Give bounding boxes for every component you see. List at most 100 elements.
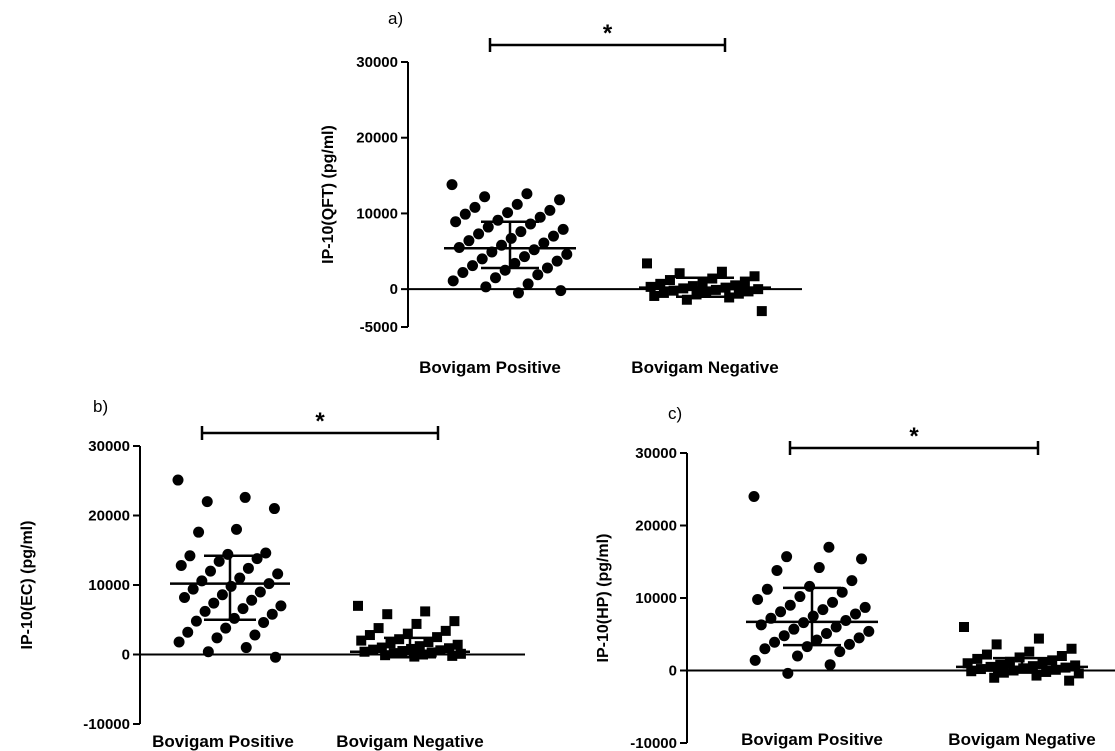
data-point-positive — [821, 628, 832, 640]
data-point-negative — [658, 287, 669, 298]
data-point-positive — [242, 562, 254, 574]
data-point-positive — [231, 523, 242, 535]
data-point-positive — [208, 597, 220, 609]
data-point-positive — [512, 287, 524, 299]
data-point-positive — [463, 235, 475, 247]
y-tick-label: 0 — [390, 281, 398, 298]
data-point-negative — [991, 639, 1002, 650]
data-point-negative — [388, 648, 399, 659]
data-point-negative — [1024, 646, 1035, 657]
data-point-negative — [655, 278, 666, 289]
data-point-positive — [201, 496, 213, 508]
data-point-negative — [959, 622, 969, 632]
y-tick-label: 0 — [669, 663, 677, 680]
data-point-negative — [975, 664, 986, 675]
data-point-negative — [1033, 633, 1044, 644]
data-point-negative — [402, 628, 413, 639]
data-point-negative — [733, 288, 744, 299]
data-point-negative — [642, 258, 652, 269]
data-point-negative — [972, 653, 983, 664]
data-point-negative — [1031, 670, 1042, 681]
data-point-positive — [834, 646, 846, 658]
data-point-positive — [490, 272, 501, 284]
data-point-positive — [220, 622, 232, 634]
data-point-positive — [784, 599, 796, 611]
y-axis-label: IP-10(EC) (pg/ml) — [19, 521, 36, 650]
significance-star: * — [315, 408, 325, 435]
data-point-positive — [522, 278, 534, 290]
data-point-positive — [459, 208, 471, 220]
data-point-negative — [716, 266, 727, 277]
data-point-positive — [205, 565, 216, 577]
data-point-positive — [268, 503, 280, 515]
data-point-positive — [222, 548, 234, 560]
data-point-positive — [447, 275, 459, 287]
data-point-positive — [843, 638, 855, 650]
data-point-positive — [446, 179, 458, 191]
data-point-positive — [846, 575, 858, 587]
data-point-positive — [187, 583, 199, 595]
data-point-negative — [691, 289, 702, 300]
data-point-negative — [1070, 660, 1081, 671]
data-point-positive — [182, 626, 194, 638]
data-point-positive — [228, 612, 240, 624]
data-point-positive — [266, 608, 278, 620]
data-point-negative — [382, 609, 393, 620]
data-point-positive — [830, 621, 842, 633]
data-point-negative — [697, 277, 708, 288]
data-point-positive — [509, 257, 521, 269]
data-point-positive — [240, 642, 252, 654]
data-point-negative — [756, 306, 767, 317]
data-point-positive — [270, 651, 281, 663]
data-point-positive — [202, 646, 214, 658]
data-point-negative — [1047, 655, 1058, 666]
panel-label: a) — [388, 9, 403, 28]
data-point-negative — [753, 284, 764, 295]
panel-label: b) — [93, 397, 108, 416]
data-point-positive — [184, 550, 196, 562]
data-point-negative — [1004, 656, 1015, 667]
significance-star: * — [603, 20, 613, 47]
data-point-positive — [482, 221, 494, 233]
data-point-positive — [211, 632, 223, 644]
data-point-positive — [544, 204, 556, 216]
data-point-positive — [548, 230, 559, 242]
data-point-negative — [444, 643, 454, 654]
data-point-positive — [521, 188, 533, 200]
data-point-positive — [469, 201, 481, 213]
data-point-positive — [275, 600, 287, 612]
data-point-positive — [778, 630, 790, 642]
y-axis-label: IP-10(HP) (pg/ml) — [595, 534, 612, 663]
y-tick-label: 10000 — [88, 577, 130, 594]
y-tick-label: -10000 — [630, 735, 677, 751]
data-point-positive — [272, 568, 284, 580]
data-point-positive — [532, 269, 544, 281]
category-label: Bovigam Positive — [419, 358, 561, 377]
data-point-positive — [175, 560, 187, 572]
data-point-positive — [804, 580, 816, 592]
data-point-positive — [813, 562, 825, 574]
data-point-positive — [216, 589, 228, 601]
data-point-negative — [447, 650, 458, 661]
data-point-negative — [995, 659, 1006, 670]
data-point-positive — [450, 216, 462, 228]
y-tick-label: -10000 — [83, 716, 130, 733]
data-point-positive — [859, 601, 871, 613]
data-point-negative — [1008, 665, 1019, 676]
data-point-positive — [752, 593, 764, 605]
significance-star: * — [909, 423, 919, 450]
data-point-positive — [551, 255, 563, 267]
category-label: Bovigam Negative — [336, 732, 483, 751]
data-point-positive — [781, 551, 793, 563]
data-point-positive — [492, 214, 504, 226]
y-tick-label: 20000 — [356, 130, 398, 147]
data-point-positive — [794, 591, 806, 603]
data-point-positive — [519, 251, 530, 263]
data-point-negative — [414, 641, 425, 652]
data-point-positive — [246, 594, 258, 606]
data-point-positive — [759, 643, 771, 655]
category-label: Bovigam Positive — [152, 732, 294, 751]
data-point-positive — [525, 218, 537, 230]
data-point-positive — [555, 285, 567, 297]
data-point-positive — [479, 191, 491, 203]
